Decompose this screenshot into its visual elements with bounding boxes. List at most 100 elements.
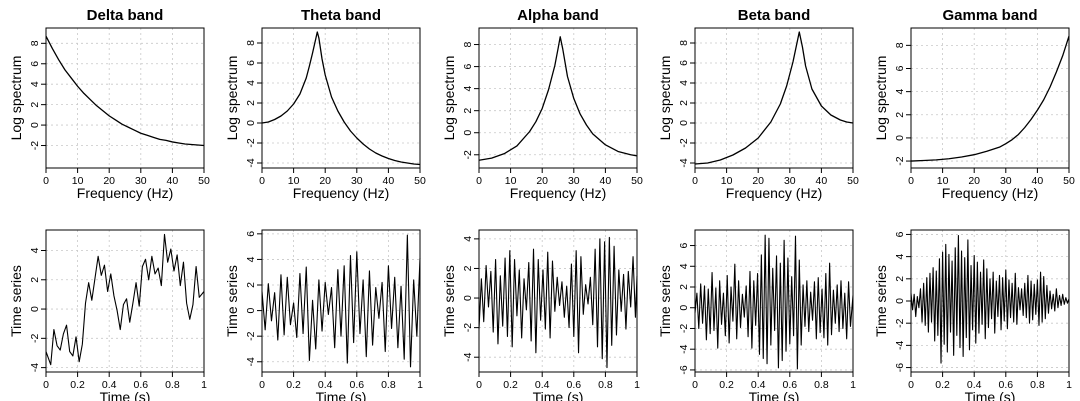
spec-beta-xtick-label-0: 0 [692,175,698,187]
spec-gamma-x-axis-label: Frequency (Hz) [942,185,1038,201]
ts-gamma-ytick-label-6: 6 [894,231,906,237]
ts-theta-xtick-label-3: 0.6 [349,379,364,391]
spec-alpha-ytick-label-2: 2 [462,108,474,114]
ts-beta-xtick-label-1: 0.2 [719,379,734,391]
spec-gamma-xtick-label-2: 20 [968,175,980,187]
spec-delta-xtick-label-4: 40 [167,175,179,187]
spec-theta-xtick-label-0: 0 [259,175,265,187]
spec-beta-xtick-label-3: 30 [784,175,796,187]
spec-gamma-ytick-label-3: 4 [894,89,906,95]
ts-beta-ytick-label-6: 6 [678,242,690,248]
ts-delta-xtick-label-3: 0.6 [133,379,148,391]
spec-delta-xtick-label-1: 10 [72,175,84,187]
spec-delta-title: Delta band [87,7,164,24]
spec-alpha-plot-frame [478,27,638,169]
spec-gamma-panel: 0 10 20 30 40 50 -2 0 2 4 6 8 Frequency (Hz) Log spec… [873,7,1075,201]
ts-delta-xtick-label-5: 1 [201,379,207,391]
ts-alpha-xtick-label-1: 0.2 [503,379,518,391]
ts-theta-xtick-label-1: 0.2 [286,379,301,391]
ts-delta-ytick-label-0: -4 [29,363,41,372]
ts-delta-series-line [45,233,205,366]
spec-gamma-y-axis-label: Log spectrum [873,56,889,141]
spec-gamma-ytick-label-0: -2 [894,156,906,165]
spec-alpha-ytick-label-1: 0 [462,130,474,136]
spec-delta-x-axis-label: Frequency (Hz) [77,185,173,201]
ts-beta-ytick-label-0: -6 [678,365,690,374]
ts-alpha-ytick-label-3: 2 [462,265,474,271]
ts-theta-series-line [261,234,421,368]
spec-delta-xtick-label-0: 0 [43,175,49,187]
spec-beta-ytick-label-6: 8 [678,40,690,46]
spec-beta-xtick-label-1: 10 [721,175,733,187]
ts-beta-series-line [694,234,854,370]
spec-delta-ytick-label-1: 0 [29,122,41,128]
ts-theta-x-axis-label: Time (s) [316,389,367,401]
spec-theta-ytick-label-0: -4 [245,158,257,167]
ts-theta-xtick-label-5: 1 [417,379,423,391]
spec-theta-xtick-label-5: 50 [414,175,426,187]
ts-gamma-ytick-label-2: -2 [894,318,906,327]
spec-alpha-panel: 0 10 20 30 40 50 -2 0 2 4 6 8 Frequency (Hz) Log spec… [441,7,643,201]
ts-alpha-xtick-label-4: 0.8 [598,379,613,391]
ts-theta-ytick-label-1: -2 [245,331,257,340]
ts-alpha-xtick-label-0: 0 [476,379,482,391]
spec-delta-plot-frame [45,27,205,169]
ts-delta-ytick-label-2: 0 [29,306,41,312]
ts-delta-ytick-label-4: 4 [29,247,41,253]
ts-alpha-ytick-label-2: 0 [462,295,474,301]
spec-beta-y-axis-label: Log spectrum [657,56,673,141]
spec-delta-xtick-label-2: 20 [103,175,115,187]
spec-gamma-xtick-label-4: 40 [1032,175,1044,187]
spec-gamma-ytick-label-5: 8 [894,42,906,48]
ts-delta-panel: 0 0.2 0.4 0.6 0.8 1 -4 -2 0 2 4 Time (s) Time series [8,229,207,401]
ts-gamma-ytick-label-1: -4 [894,341,906,350]
ts-gamma-y-axis-label: Time series [873,265,889,337]
ts-beta-ytick-label-2: -2 [678,324,690,333]
ts-gamma-ytick-label-3: 0 [894,298,906,304]
ts-delta-xtick-label-2: 0.4 [102,379,117,391]
spec-theta-xtick-label-1: 10 [288,175,300,187]
spec-alpha-title: Alpha band [517,7,599,24]
spec-delta-ytick-label-2: 2 [29,102,41,108]
spec-gamma-xtick-label-3: 30 [1000,175,1012,187]
ts-alpha-ytick-label-1: -2 [462,323,474,332]
spec-delta-ytick-label-5: 8 [29,40,41,46]
ts-theta-xtick-label-4: 0.8 [381,379,396,391]
ts-beta-ytick-label-5: 4 [678,263,690,269]
spec-gamma-ytick-label-4: 6 [894,65,906,71]
spec-theta-xtick-label-2: 20 [319,175,331,187]
spec-delta-y-axis-label: Log spectrum [8,56,24,141]
ts-gamma-xtick-label-4: 0.8 [1030,379,1045,391]
spec-theta-xtick-label-4: 40 [383,175,395,187]
ts-alpha-xtick-label-3: 0.6 [566,379,581,391]
ts-alpha-panel: 0 0.2 0.4 0.6 0.8 1 -4 -2 0 2 4 Time (s) Time series [441,229,640,401]
spec-alpha-y-axis-label: Log spectrum [441,56,457,141]
ts-beta-plot-frame [694,229,854,373]
spec-theta-ytick-label-1: -2 [245,138,257,147]
spec-beta-ytick-label-0: -4 [678,158,690,167]
ts-beta-ytick-label-1: -4 [678,344,690,353]
spec-theta-x-axis-label: Frequency (Hz) [293,185,389,201]
ts-beta-xtick-label-0: 0 [692,379,698,391]
ts-theta-plot-frame [261,229,421,373]
ts-alpha-ytick-label-4: 4 [462,236,474,242]
ts-theta-xtick-label-0: 0 [259,379,265,391]
ts-delta-xtick-label-4: 0.8 [165,379,180,391]
ts-delta-xtick-label-0: 0 [43,379,49,391]
ts-gamma-xtick-label-5: 1 [1066,379,1072,391]
spec-beta-ytick-label-4: 4 [678,80,690,86]
spec-theta-xtick-label-3: 30 [351,175,363,187]
spec-alpha-ytick-label-4: 6 [462,64,474,70]
spec-theta-ytick-label-2: 0 [245,120,257,126]
spec-beta-xtick-label-2: 20 [752,175,764,187]
ts-gamma-xtick-label-2: 0.4 [967,379,982,391]
ts-alpha-y-axis-label: Time series [441,265,457,337]
ts-beta-xtick-label-3: 0.6 [782,379,797,391]
ts-theta-y-axis-label: Time series [224,265,240,337]
ts-gamma-ytick-label-0: -6 [894,363,906,372]
spec-alpha-ytick-label-5: 8 [462,41,474,47]
spec-theta-ytick-label-6: 8 [245,40,257,46]
spec-delta-ytick-label-3: 4 [29,81,41,87]
ts-theta-ytick-label-5: 6 [245,231,257,237]
